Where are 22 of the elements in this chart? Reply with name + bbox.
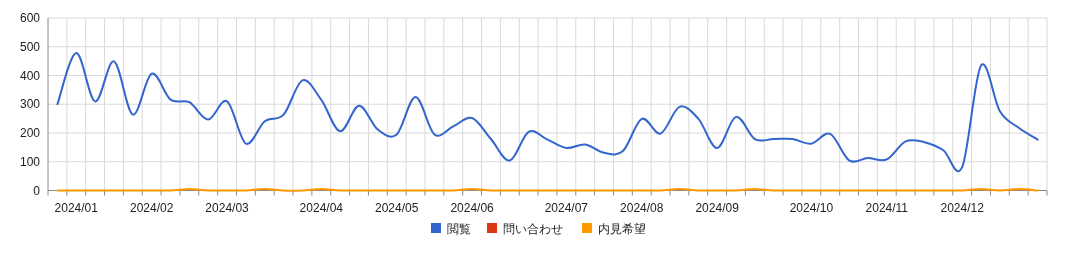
x-tick-label: 2024/09 (695, 200, 740, 215)
legend-label: 閲覧 (447, 222, 471, 236)
y-tick-label: 500 (19, 39, 41, 54)
legend-label: 問い合わせ (503, 222, 563, 236)
y-tick-label: 0 (33, 183, 41, 198)
y-tick-label: 300 (19, 97, 41, 112)
x-tick-label: 2024/05 (375, 200, 419, 215)
y-tick-label: 600 (19, 11, 41, 25)
x-tick-label: 2024/03 (205, 200, 250, 215)
x-tick-label: 2024/01 (54, 200, 99, 215)
x-tick-label: 2024/10 (789, 200, 834, 215)
y-tick-label: 100 (19, 154, 41, 169)
x-tick-label: 2024/04 (299, 200, 344, 215)
x-tick-label: 2024/08 (620, 200, 664, 215)
y-tick-label: 400 (19, 68, 41, 83)
x-tick-label: 2024/07 (544, 200, 589, 215)
y-tick-label: 200 (19, 126, 41, 140)
x-tick-label: 2024/06 (450, 200, 495, 215)
x-tick-label: 2024/12 (940, 200, 985, 215)
legend-label: 内見希望 (598, 222, 646, 236)
x-tick-label: 2024/11 (865, 200, 909, 215)
x-tick-label: 2024/02 (129, 200, 174, 215)
